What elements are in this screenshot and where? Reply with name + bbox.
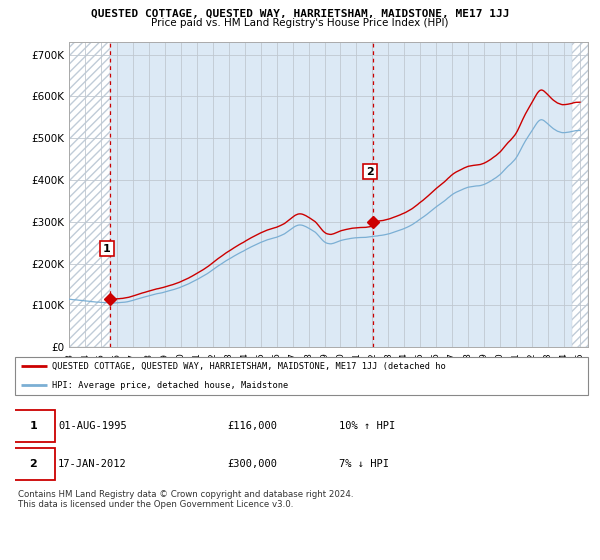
Text: £300,000: £300,000 (227, 459, 277, 469)
Text: 2: 2 (366, 167, 374, 176)
FancyBboxPatch shape (15, 357, 588, 395)
Text: 10% ↑ HPI: 10% ↑ HPI (339, 421, 395, 431)
Text: 2: 2 (29, 459, 37, 469)
Text: Price paid vs. HM Land Registry's House Price Index (HPI): Price paid vs. HM Land Registry's House … (151, 18, 449, 29)
Text: 7% ↓ HPI: 7% ↓ HPI (339, 459, 389, 469)
Text: 1: 1 (103, 244, 111, 254)
Text: 17-JAN-2012: 17-JAN-2012 (58, 459, 127, 469)
Text: 01-AUG-1995: 01-AUG-1995 (58, 421, 127, 431)
Bar (69, 42, 110, 347)
Text: 1: 1 (29, 421, 37, 431)
Text: QUESTED COTTAGE, QUESTED WAY, HARRIETSHAM, MAIDSTONE, ME17 1JJ: QUESTED COTTAGE, QUESTED WAY, HARRIETSHA… (91, 8, 509, 18)
Text: HPI: Average price, detached house, Maidstone: HPI: Average price, detached house, Maid… (52, 381, 289, 390)
Text: £116,000: £116,000 (227, 421, 277, 431)
Text: QUESTED COTTAGE, QUESTED WAY, HARRIETSHAM, MAIDSTONE, ME17 1JJ (detached ho: QUESTED COTTAGE, QUESTED WAY, HARRIETSHA… (52, 362, 446, 371)
FancyBboxPatch shape (12, 410, 55, 442)
FancyBboxPatch shape (12, 448, 55, 480)
Text: Contains HM Land Registry data © Crown copyright and database right 2024.
This d: Contains HM Land Registry data © Crown c… (18, 490, 353, 510)
Bar (572, 42, 588, 347)
